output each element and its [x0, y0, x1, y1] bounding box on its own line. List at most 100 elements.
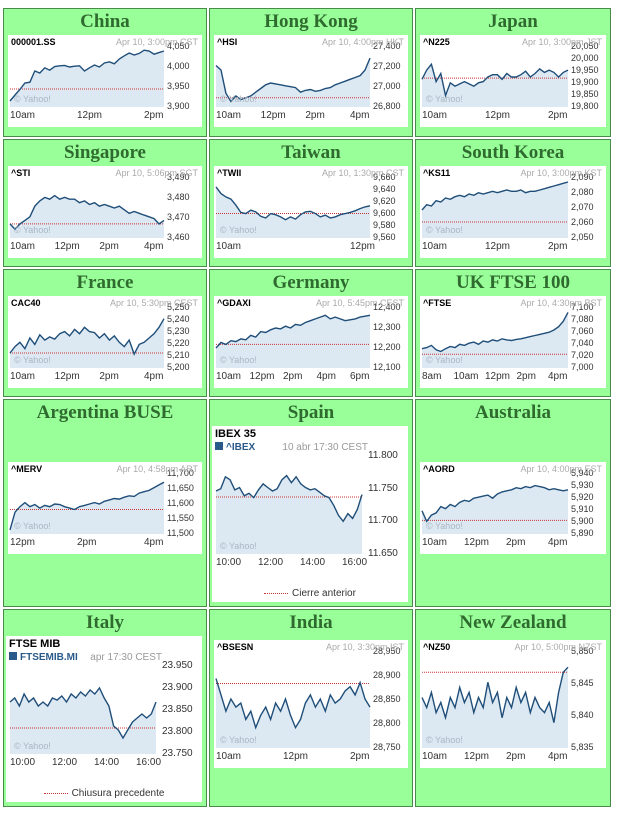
- index-symbol[interactable]: CAC40: [11, 298, 41, 308]
- yahoo-watermark: © Yahoo!: [220, 541, 257, 551]
- market-cell-argentina-buse: Argentina BUSE 11,700 11,650 11,600 11,550 11…: [3, 399, 207, 607]
- x-axis-label: 12pm: [464, 537, 490, 548]
- quote-timestamp: Apr 10, 5:06pm SGT: [115, 168, 198, 178]
- y-axis-label: 11,550: [167, 513, 194, 523]
- yahoo-watermark: © Yahoo!: [426, 521, 463, 531]
- index-symbol[interactable]: ^HSI: [217, 37, 238, 47]
- index-symbol[interactable]: ^FTSE: [423, 298, 452, 308]
- y-axis-label: 12,300: [373, 322, 401, 332]
- chart-card[interactable]: 23.950 23.900 23.850 23.800 23.750 10:00 12:00…: [6, 636, 202, 802]
- y-axis-label: 3,480: [167, 192, 190, 202]
- y-axis-label: 5,220: [167, 338, 190, 348]
- price-chart: [421, 62, 569, 107]
- y-axis-label: 11,600: [167, 498, 194, 508]
- index-symbol[interactable]: ^KS11: [423, 168, 451, 178]
- chart-card[interactable]: 4,050 4,000 3,950 3,900 10am 12pm 2pm © Yahoo! 0…: [8, 35, 202, 127]
- market-cell-china: China 4,050 4,000 3,950 3,900 10am 12pm 2pm © Ya…: [3, 8, 207, 137]
- chart-card[interactable]: 5,850 5,845 5,840 5,835 10am 12pm 2pm 4pm © Yaho…: [420, 640, 606, 768]
- market-title: Italy: [86, 612, 124, 633]
- price-area: [216, 58, 370, 107]
- y-axis-label: 7,100: [571, 302, 594, 312]
- price-line: [421, 181, 569, 211]
- x-axis-label: 16:00: [136, 757, 162, 768]
- index-symbol[interactable]: 000001.SS: [11, 37, 56, 47]
- chart-card[interactable]: 7,100 7,080 7,060 7,040 7,020 7,000 8am 10am 12p…: [420, 296, 606, 388]
- x-axis-label: 10am: [216, 241, 242, 252]
- x-axis-label: 4pm: [144, 241, 164, 252]
- y-axis-label: 4,050: [167, 41, 190, 51]
- chart-card[interactable]: 9,660 9,640 9,620 9,600 9,580 9,560 10am 12pm © …: [214, 166, 408, 258]
- chart-card[interactable]: 11,700 11,650 11,600 11,550 11,500 12pm 2pm 4pm…: [8, 462, 202, 554]
- index-name: FTSE MIB: [9, 638, 61, 650]
- index-symbol[interactable]: ^BSESN: [217, 642, 254, 652]
- y-axis-label: 23.900: [162, 682, 193, 693]
- price-area: [10, 318, 164, 368]
- y-axis-label: 5,200: [167, 362, 190, 372]
- yahoo-watermark: © Yahoo!: [426, 225, 463, 235]
- y-axis-label: 9,620: [373, 196, 396, 206]
- price-area: [422, 485, 568, 534]
- x-axis-label: 14:00: [300, 557, 326, 568]
- chart-card[interactable]: 2,090 2,080 2,070 2,060 2,050 10am 12pm 2pm © Ya…: [420, 166, 606, 258]
- index-name: IBEX 35: [215, 428, 256, 440]
- index-symbol[interactable]: ^MERV: [11, 464, 43, 474]
- price-line: [421, 312, 569, 353]
- price-chart: [215, 474, 363, 554]
- index-symbol[interactable]: ^IBEX: [215, 442, 255, 453]
- quote-timestamp: Apr 10, 5:00pm NZST: [514, 642, 602, 652]
- market-title: Singapore: [63, 142, 146, 163]
- chart-card[interactable]: 5,250 5,240 5,230 5,220 5,210 5,200 10am 12pm 2p…: [8, 296, 202, 388]
- x-axis-label: 2pm: [283, 371, 303, 382]
- y-axis-label: 27,000: [373, 81, 401, 91]
- x-axis-label: 12pm: [485, 241, 511, 252]
- chart-card[interactable]: 12,400 12,300 12,200 12,100 10am 12pm 2pm 4pm 6p…: [214, 296, 408, 388]
- y-axis-label: 27,400: [373, 41, 401, 51]
- x-axis-label: 12pm: [350, 241, 376, 252]
- quote-timestamp: Apr 10, 3:00pm CST: [115, 37, 198, 47]
- market-title: Australia: [475, 402, 551, 423]
- quote-timestamp: Apr 10, 3:00pm JST: [521, 37, 602, 47]
- price-line: [9, 194, 165, 231]
- y-axis-label: 5,835: [571, 742, 594, 752]
- y-axis-label: 26,800: [373, 101, 401, 111]
- index-symbol[interactable]: ^STI: [11, 168, 31, 178]
- y-axis-label: 11,500: [167, 528, 194, 538]
- x-axis-label: 12pm: [283, 751, 309, 762]
- price-area: [216, 678, 370, 748]
- chart-card[interactable]: 3,490 3,480 3,470 3,460 10am 12pm 2pm 4pm © Yaho…: [8, 166, 202, 258]
- index-symbol[interactable]: FTSEMIB.MI: [9, 652, 78, 663]
- chart-card[interactable]: 27,400 27,200 27,000 26,800 10am 12pm 2pm 4pm © …: [214, 35, 408, 127]
- y-axis-label: 28,850: [373, 694, 401, 704]
- legend-label: Cierre anterior: [292, 588, 356, 599]
- x-axis-label: 12:00: [258, 557, 284, 568]
- yahoo-watermark: © Yahoo!: [220, 355, 257, 365]
- price-area: [10, 688, 156, 754]
- quote-timestamp: apr 17:30 CEST: [90, 652, 162, 663]
- y-axis-label: 23.750: [162, 748, 193, 759]
- chart-card[interactable]: 28,950 28,900 28,850 28,800 28,750 10am 12pm 2p…: [214, 640, 408, 768]
- y-axis-label: 23.950: [162, 660, 193, 671]
- chart-card[interactable]: 5,940 5,930 5,920 5,910 5,900 5,890 10am 12pm 2p…: [420, 462, 606, 554]
- index-symbol[interactable]: ^TWII: [217, 168, 242, 178]
- quote-timestamp: Apr 10, 5:45pm CEST: [315, 298, 404, 308]
- index-symbol[interactable]: ^AORD: [423, 464, 455, 474]
- x-axis-label: 4pm: [548, 537, 568, 548]
- yahoo-watermark: © Yahoo!: [220, 735, 257, 745]
- price-chart: [421, 484, 569, 534]
- index-symbol[interactable]: ^GDAXI: [217, 298, 251, 308]
- y-axis-label: 7,020: [571, 350, 594, 360]
- x-axis-label: 12pm: [10, 537, 36, 548]
- x-axis-label: 4pm: [144, 537, 164, 548]
- index-symbol[interactable]: ^N225: [423, 37, 450, 47]
- x-axis-label: 10am: [453, 371, 479, 382]
- chart-card[interactable]: 20,050 20,000 19,950 19,900 19,850 19,800 10am…: [420, 35, 606, 127]
- y-axis-label: 7,040: [571, 338, 594, 348]
- x-axis-label: 8am: [422, 371, 442, 382]
- index-symbol[interactable]: ^NZ50: [423, 642, 451, 652]
- y-axis-label: 28,900: [373, 670, 401, 680]
- chart-card[interactable]: 11.800 11.750 11.700 11.650 10:00 12:00 14:00 1…: [212, 426, 408, 602]
- price-chart: [9, 49, 165, 107]
- y-axis-label: 5,210: [167, 350, 190, 360]
- y-axis-label: 4,000: [167, 61, 190, 71]
- yahoo-watermark: © Yahoo!: [220, 94, 257, 104]
